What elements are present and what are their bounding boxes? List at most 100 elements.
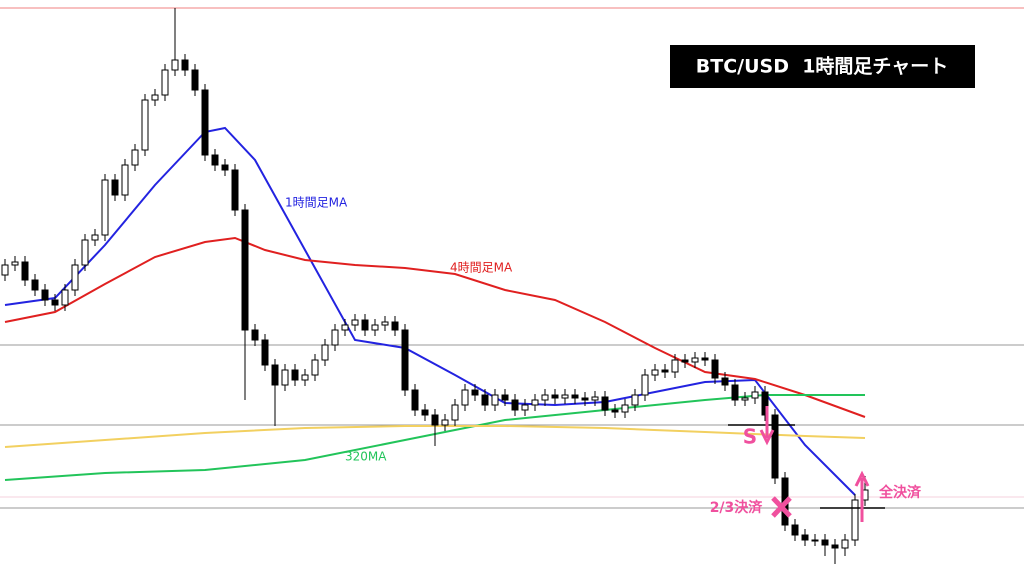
candle-body	[601, 396, 609, 411]
candle-body	[541, 394, 549, 401]
chart-title: BTC/USD 1時間足チャート	[696, 56, 948, 78]
candle-body	[201, 89, 209, 156]
candle-body	[241, 209, 249, 331]
partial-label: 2/3決済	[710, 499, 764, 516]
candle-body	[291, 369, 299, 381]
candle-body	[491, 394, 499, 406]
candle-body	[181, 59, 189, 71]
candle-body	[791, 524, 799, 536]
candle-body	[71, 264, 79, 291]
candle-body	[351, 319, 359, 326]
candle-body	[1, 264, 9, 276]
candle-body	[761, 391, 769, 416]
candle-body	[361, 319, 369, 331]
candle-body	[421, 409, 429, 416]
candle-body	[581, 397, 589, 401]
candle-body	[101, 179, 109, 236]
candle-body	[561, 394, 569, 399]
candle-body	[251, 329, 259, 341]
candle-body	[471, 389, 479, 396]
candle-body	[501, 394, 509, 401]
candle-body	[431, 414, 439, 426]
candle-body	[81, 239, 89, 266]
candle-body	[171, 59, 179, 71]
candle-body	[801, 534, 809, 541]
candle-body	[671, 359, 679, 373]
candle-body	[511, 399, 519, 411]
candle-body	[451, 404, 459, 421]
candle-body	[751, 391, 759, 399]
candle-body	[521, 404, 529, 411]
candle-body	[331, 329, 339, 346]
candle-body	[261, 339, 269, 366]
ma-label: 320MA	[345, 450, 387, 464]
candle-body	[381, 321, 389, 326]
candle-body	[821, 539, 829, 546]
candle-body	[591, 396, 599, 401]
candle-body	[271, 364, 279, 386]
candle-body	[731, 384, 739, 401]
candle-body	[461, 389, 469, 406]
exit-arrow	[854, 470, 870, 522]
candle-body	[631, 394, 639, 406]
candle-body	[571, 394, 579, 399]
candle-body	[121, 164, 129, 196]
candle-body	[411, 389, 419, 411]
candle-body	[611, 409, 619, 413]
candle-body	[401, 329, 409, 391]
candle-body	[31, 279, 39, 291]
title-box	[670, 45, 975, 88]
candle-body	[151, 94, 159, 101]
candle-body	[831, 544, 839, 549]
candle-body	[161, 69, 169, 96]
ma-label: 4時間足MA	[450, 261, 513, 275]
candle-body	[771, 414, 779, 479]
candle-body	[811, 539, 819, 542]
candle-body	[651, 369, 659, 376]
candle-body	[621, 404, 629, 413]
candle-body	[131, 149, 139, 166]
candle-body	[61, 289, 69, 306]
candle-body	[111, 179, 119, 196]
candle-body	[141, 99, 149, 151]
candle-body	[21, 261, 29, 281]
candle-body	[711, 359, 719, 379]
full-label: 全決済	[878, 484, 922, 501]
candle-body	[211, 154, 219, 166]
candle-body	[661, 369, 669, 373]
candle-body	[721, 377, 729, 386]
partial-x	[771, 496, 792, 518]
ma-4h	[4, 236, 866, 418]
candle-body	[321, 344, 329, 361]
candle-body	[341, 324, 349, 331]
candle-body	[311, 359, 319, 376]
candle-body	[851, 499, 859, 541]
candle-body	[641, 374, 649, 396]
candle-body	[41, 289, 49, 301]
sell-arrow	[759, 406, 775, 446]
ma-1h	[4, 126, 856, 496]
candle-body	[391, 321, 399, 331]
candle-body	[531, 399, 539, 406]
candle-body	[691, 357, 699, 363]
sell-label: S	[743, 425, 757, 449]
candle-body	[481, 394, 489, 406]
candle-body	[741, 397, 749, 401]
candle-body	[231, 169, 239, 211]
candle-body	[551, 394, 559, 399]
candle-body	[91, 234, 99, 241]
candle-body	[221, 164, 229, 171]
candle-body	[441, 419, 449, 426]
candle-body	[281, 369, 289, 386]
candle-body	[11, 261, 19, 266]
ma-label: 1時間足MA	[285, 196, 348, 210]
candle-body	[681, 359, 689, 363]
candle-body	[701, 357, 709, 361]
candle-body	[191, 69, 199, 91]
candle-body	[841, 539, 849, 549]
candle-body	[301, 374, 309, 381]
candle-body	[371, 324, 379, 331]
candle-body	[51, 299, 59, 306]
